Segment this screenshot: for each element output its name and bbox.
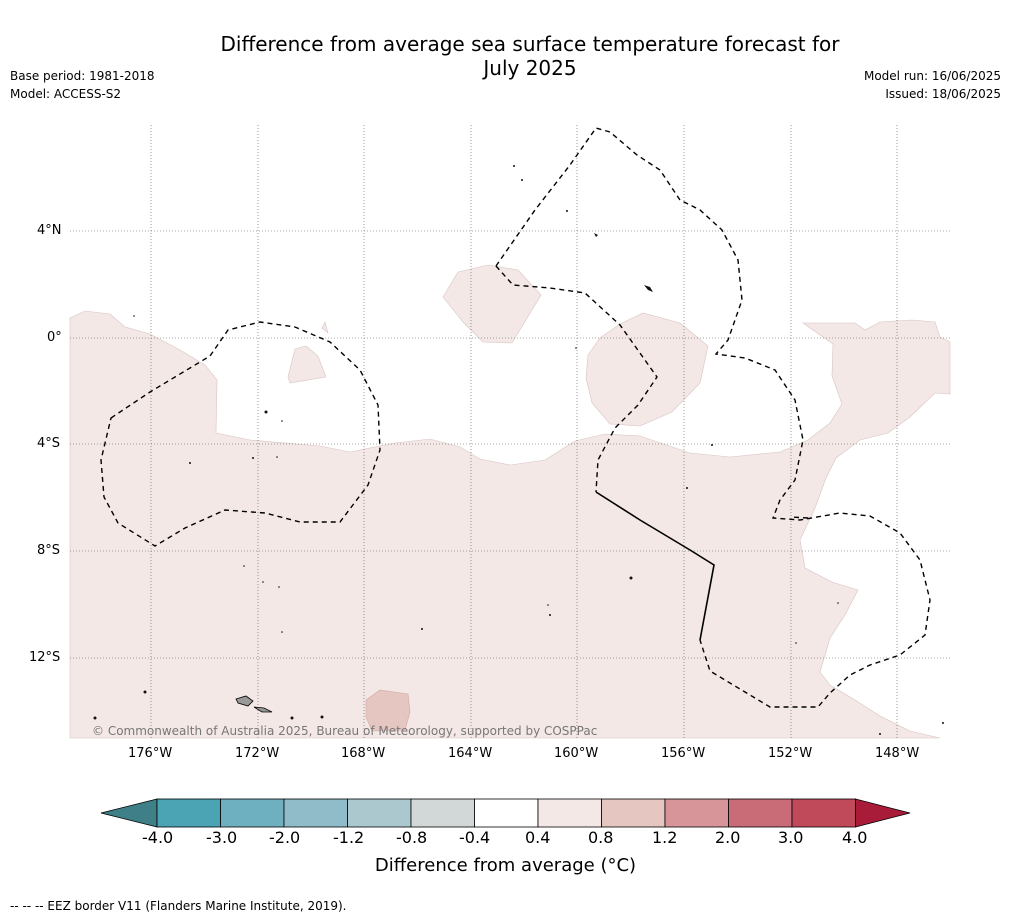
colorbar-tick-label: 1.2 (652, 828, 678, 847)
colorbar-tick-label: 0.4 (525, 828, 551, 847)
colorbar-segment (220, 798, 285, 828)
lat-label-8s: 8°S (37, 543, 61, 558)
colorbar-tick-label: -2.0 (269, 828, 301, 847)
colorbar-tick-label: 0.8 (588, 828, 614, 847)
colorbar-tick-label: -1.2 (333, 828, 365, 847)
page-title: Difference from average sea surface temp… (150, 32, 910, 80)
colorbar-segment (410, 798, 475, 828)
colorbar-segment (791, 798, 856, 828)
anomaly-fill-warm-south (69, 310, 951, 739)
lon-label-168w: 168°W (341, 746, 386, 761)
colorbar-segment (537, 798, 602, 828)
colorbar-tick-label: 3.0 (778, 828, 804, 847)
lat-label-12s: 12°S (29, 650, 61, 665)
colorbar-tick-label: 4.0 (842, 828, 868, 847)
colorbar-tick-label: -3.0 (206, 828, 238, 847)
model-name: Model: ACCESS-S2 (10, 87, 122, 101)
base-period: Base period: 1981-2018 (10, 69, 155, 83)
lon-label-152w: 152°W (768, 746, 813, 761)
eez-border-solid-segment (595, 491, 715, 641)
anomaly-fill-warm-tiny (321, 321, 329, 334)
meta-left: Base period: 1981-2018 Model: ACCESS-S2 (10, 67, 155, 103)
colorbar-segment (728, 798, 793, 828)
title-line-2: July 2025 (483, 56, 577, 80)
graticule (70, 125, 950, 738)
colorbar-segment (664, 798, 729, 828)
colorbar-segment (474, 798, 539, 828)
anomaly-fill-warm-north (442, 264, 542, 344)
lat-label-4s: 4°S (37, 436, 61, 451)
copyright-notice: © Commonwealth of Australia 2025, Bureau… (92, 724, 598, 738)
eez-borders (100, 127, 931, 708)
colorbar-tick-label: -4.0 (142, 828, 174, 847)
eez-border-kiribati (495, 127, 931, 708)
lon-label-176w: 176°W (128, 746, 173, 761)
anomaly-fill-warm-small (287, 345, 327, 384)
meta-right: Model run: 16/06/2025 Issued: 18/06/2025 (864, 67, 1001, 103)
anomaly-fill-warmer (365, 689, 411, 732)
colorbar-extend-high (855, 798, 911, 828)
anomaly-fill-warm-center (585, 312, 709, 427)
colorbar-title: Difference from average (°C) (374, 855, 637, 876)
samoa-island-savaii (235, 695, 254, 707)
colorbar-extend-low (100, 798, 158, 828)
lat-label-0: 0° (47, 330, 62, 345)
colorbar-tick-label: -0.4 (459, 828, 491, 847)
colorbar-segment (156, 798, 221, 828)
eez-legend-note: -- -- -- EEZ border V11 (Flanders Marine… (10, 899, 347, 913)
colorbar-segment (347, 798, 412, 828)
samoa-island-upolu (253, 706, 273, 713)
issued-date: Issued: 18/06/2025 (885, 87, 1001, 101)
colorbar-segment (601, 798, 666, 828)
title-line-1: Difference from average sea surface temp… (220, 32, 840, 56)
eez-border-south (789, 516, 809, 519)
colorbar-segments (100, 798, 911, 828)
lon-label-148w: 148°W (875, 746, 920, 761)
lon-label-164w: 164°W (448, 746, 493, 761)
lon-label-160w: 160°W (554, 746, 599, 761)
model-run: Model run: 16/06/2025 (863, 69, 1001, 83)
islands (93, 165, 944, 735)
colorbar-tick-label: 2.0 (715, 828, 741, 847)
lon-label-172w: 172°W (235, 746, 280, 761)
colorbar-tick-label: -0.8 (396, 828, 428, 847)
lon-label-156w: 156°W (661, 746, 706, 761)
lat-label-4n: 4°N (37, 223, 62, 238)
colorbar-segment (283, 798, 348, 828)
eez-border-tokelau (100, 321, 381, 547)
